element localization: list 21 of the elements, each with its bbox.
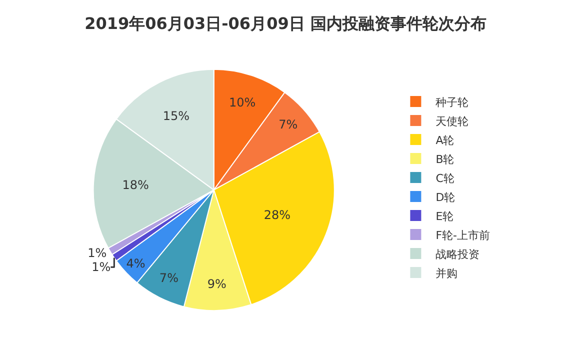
chart-title: 2019年06月03日-06月09日 国内投融资事件轮次分布 bbox=[84, 14, 486, 33]
legend-label: 并购 bbox=[436, 266, 458, 280]
data-label: 18% bbox=[122, 178, 149, 192]
legend-label: 战略投资 bbox=[436, 248, 480, 261]
legend-label: D轮 bbox=[436, 190, 456, 204]
data-label: 4% bbox=[126, 256, 146, 270]
data-label: 10% bbox=[228, 95, 256, 110]
data-label: 9% bbox=[207, 277, 226, 292]
data-label: 1% bbox=[88, 246, 107, 260]
data-label: 7% bbox=[159, 271, 178, 286]
data-label: 7% bbox=[278, 118, 298, 132]
legend-label: A轮 bbox=[436, 134, 454, 147]
legend-label: 种子轮 bbox=[436, 96, 469, 109]
data-label: 1% bbox=[92, 260, 111, 274]
legend-label: F轮-上市前 bbox=[436, 228, 490, 242]
legend-label: 天使轮 bbox=[436, 114, 469, 128]
legend-label: C轮 bbox=[436, 172, 454, 185]
data-label: 28% bbox=[264, 208, 291, 222]
data-label: 15% bbox=[162, 109, 190, 124]
legend-label: E轮 bbox=[436, 210, 454, 223]
legend-label: B轮 bbox=[436, 152, 454, 166]
